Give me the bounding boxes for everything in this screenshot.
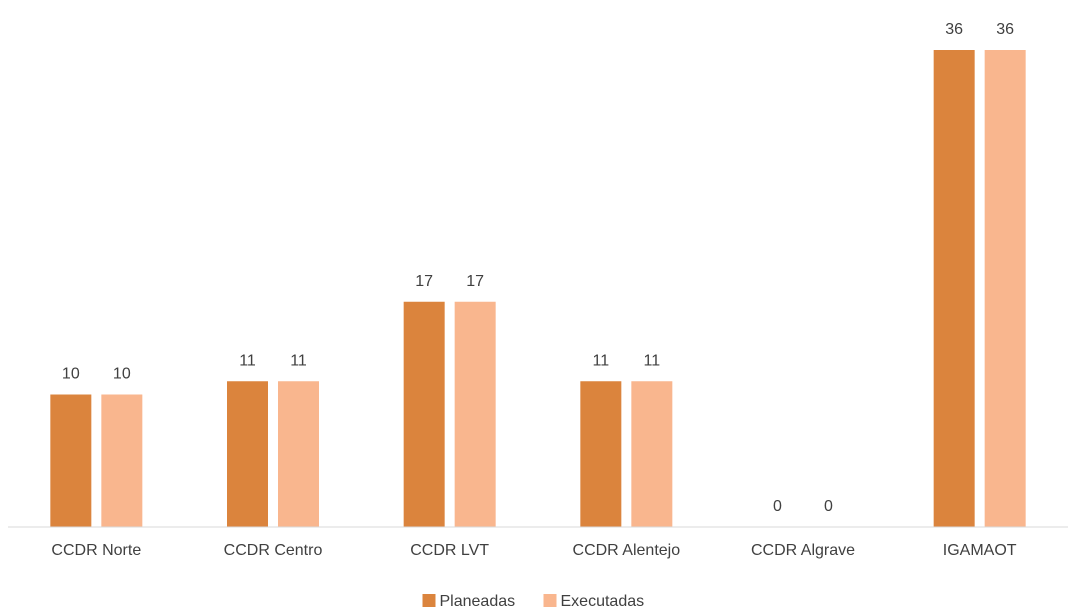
x-tick-label: CCDR Algrave [751,542,855,559]
x-tick-label: CCDR Norte [51,542,141,559]
data-label: 10 [113,366,131,383]
data-label: 11 [239,352,256,369]
data-label: 11 [593,352,610,369]
x-tick-label: CCDR LVT [410,542,489,559]
legend-swatch [543,594,557,607]
bar [101,394,143,527]
legend-swatch [422,594,436,607]
data-label: 0 [773,498,782,515]
bar [454,301,496,527]
bar [984,50,1026,527]
data-label: 17 [466,273,484,290]
x-tick-label: IGAMAOT [943,542,1017,559]
x-tick-label: CCDR Alentejo [573,542,681,559]
data-label: 10 [62,366,80,383]
bar [403,301,445,527]
bar [580,381,622,527]
bar [50,394,92,527]
x-tick-label: CCDR Centro [224,542,323,559]
data-label: 36 [945,21,963,38]
bar [278,381,319,527]
legend-label: Executadas [561,593,645,609]
data-label: 0 [824,498,833,515]
legend-label: Planeadas [440,593,516,609]
data-label: 11 [644,352,661,369]
data-label: 11 [290,352,307,369]
data-label: 36 [996,21,1014,38]
bar [227,381,268,527]
bar [933,50,975,527]
data-label: 17 [415,273,433,290]
bar [631,381,673,527]
